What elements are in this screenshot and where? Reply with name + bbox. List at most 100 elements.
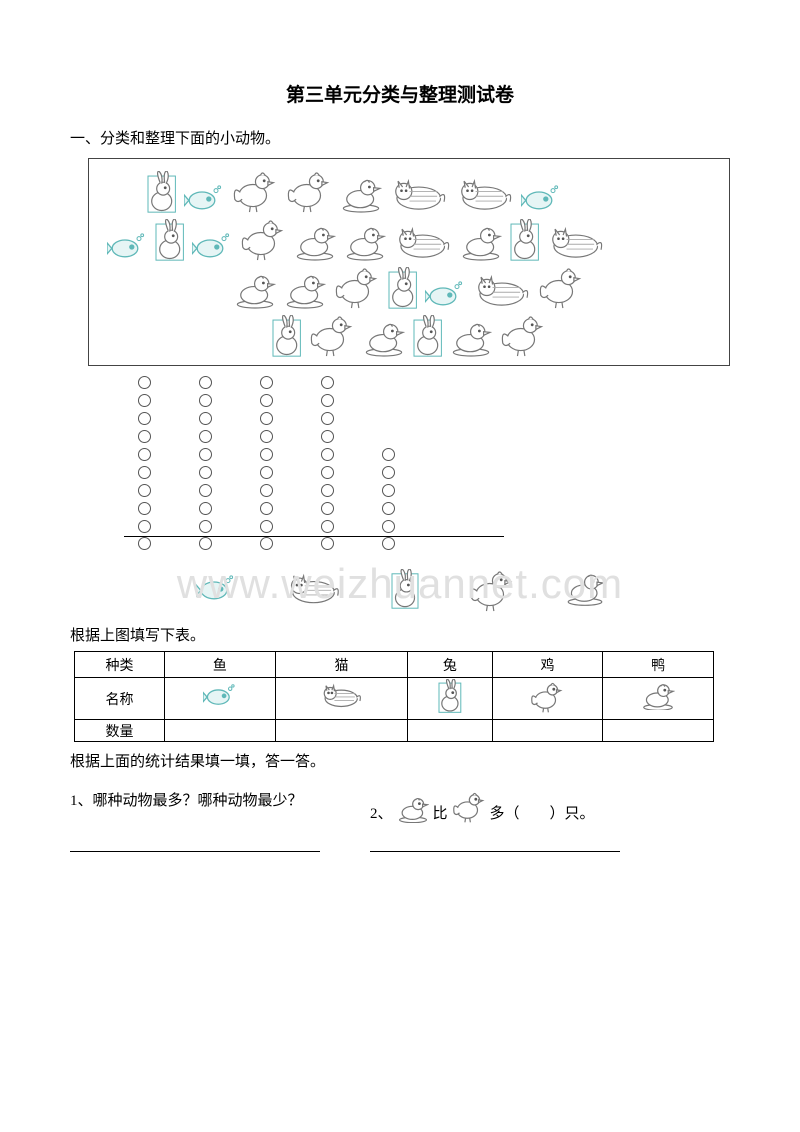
fish-icon [192,233,232,261]
table-qty-cell[interactable] [275,720,408,742]
fill-answer-instruction: 根据上面的统计结果填一填，答一答。 [70,750,730,771]
table-icon-cell [408,678,492,720]
table-qty-cell[interactable] [165,720,276,742]
rooster-icon [309,311,355,357]
tally-circle[interactable] [260,448,273,461]
rabbit-icon [510,219,539,261]
tally-circle[interactable] [138,430,151,443]
tally-circle[interactable] [260,502,273,515]
duck-icon [294,225,336,261]
tally-circle[interactable] [199,484,212,497]
fish-icon [425,281,465,309]
tally-circle[interactable] [260,412,273,425]
tally-circle[interactable] [138,502,151,515]
data-table: 种类 鱼 猫 兔 鸡 鸭 名称 [74,651,714,742]
answer-line-2[interactable] [370,851,620,852]
rabbit-icon [438,679,462,713]
table-qty-cell[interactable] [492,720,603,742]
cat-icon [320,682,363,709]
table-col-cat: 猫 [275,652,408,678]
table-header-label: 种类 [75,652,165,678]
tally-circle[interactable] [321,412,334,425]
animal-box [88,158,730,366]
tally-circle[interactable] [199,376,212,389]
tally-circle[interactable] [199,430,212,443]
cat-icon [456,176,514,213]
answer-lines [70,851,730,852]
tally-circle[interactable] [321,430,334,443]
tally-circle[interactable] [321,394,334,407]
tally-circle[interactable] [382,537,395,550]
duck-icon [284,273,326,309]
rabbit-icon [147,171,176,213]
rabbit-icon [272,315,301,357]
rooster-icon [334,263,380,309]
tally-circle[interactable] [382,466,395,479]
table-qty-cell[interactable] [408,720,492,742]
tally-circle[interactable] [138,412,151,425]
duck-icon [450,321,492,357]
tally-circle[interactable] [138,520,151,533]
cat-icon [547,224,605,261]
page-title: 第三单元分类与整理测试卷 [70,80,730,107]
fish-icon [521,185,561,213]
rooster-icon [240,215,286,261]
tally-circle[interactable] [321,502,334,515]
q2-mid: 比 [433,802,448,823]
tally-circle[interactable] [138,376,151,389]
tally-circle[interactable] [138,484,151,497]
rabbit-icon [388,267,417,309]
rabbit-icon [413,315,442,357]
tally-circle[interactable] [260,430,273,443]
tally-circle[interactable] [138,466,151,479]
question-2: 2、 比 多（ ）只。 [370,789,595,823]
tally-circle[interactable] [199,412,212,425]
tally-circle[interactable] [260,484,273,497]
tally-circle[interactable] [260,537,273,550]
rooster-icon [530,679,564,713]
rooster-icon [232,167,278,213]
table-row3-label: 数量 [75,720,165,742]
table-icon-cell [275,678,408,720]
tally-circle[interactable] [382,448,395,461]
tally-circle[interactable] [138,394,151,407]
tally-circle[interactable] [260,394,273,407]
tally-circle[interactable] [382,484,395,497]
tally-circle[interactable] [382,520,395,533]
table-col-rabbit: 兔 [408,652,492,678]
tally-circle[interactable] [260,520,273,533]
duck-icon [234,273,276,309]
duck-icon [397,796,429,823]
tally-circle[interactable] [199,448,212,461]
rabbit-icon [391,566,419,612]
tally-grid [130,376,730,550]
tally-circle[interactable] [199,520,212,533]
tally-circle[interactable] [138,448,151,461]
table-row2-label: 名称 [75,678,165,720]
tally-circle[interactable] [199,537,212,550]
tally-circle[interactable] [382,502,395,515]
table-icon-cell [603,678,714,720]
tally-circle[interactable] [199,394,212,407]
tally-circle[interactable] [199,466,212,479]
tally-circle[interactable] [321,466,334,479]
tally-circle[interactable] [260,376,273,389]
duck-icon [565,566,605,612]
tally-circle[interactable] [321,520,334,533]
table-col-rooster: 鸡 [492,652,603,678]
rooster-icon [286,167,332,213]
duck-icon [363,321,405,357]
table-col-duck: 鸭 [603,652,714,678]
fish-icon [203,684,237,708]
tally-circle[interactable] [138,537,151,550]
tally-circle[interactable] [321,484,334,497]
tally-circle[interactable] [321,537,334,550]
table-qty-cell[interactable] [603,720,714,742]
tally-circle[interactable] [260,466,273,479]
tally-circle[interactable] [321,376,334,389]
rooster-icon [500,311,546,357]
answer-line-1[interactable] [70,851,320,852]
tally-circle[interactable] [199,502,212,515]
cat-icon [390,176,448,213]
tally-circle[interactable] [321,448,334,461]
